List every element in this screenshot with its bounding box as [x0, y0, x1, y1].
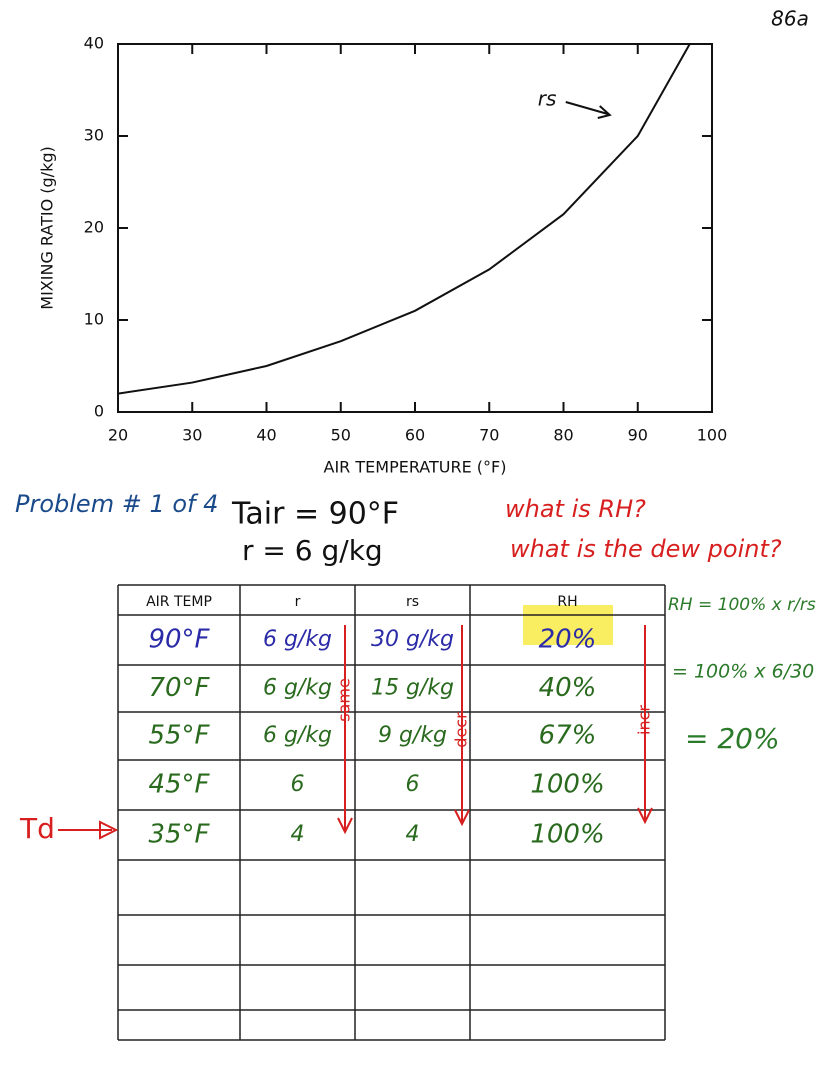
trend-label: decr: [452, 712, 471, 748]
page-number: 86a: [771, 7, 809, 31]
y-axis-title: MIXING RATIO (g/kg): [38, 146, 57, 309]
arrow-head: [99, 820, 119, 840]
table-cell: 67%: [539, 721, 597, 751]
x-tick-label: 40: [256, 426, 276, 445]
table-cell: 6: [291, 772, 305, 797]
x-tick-label: 100: [697, 426, 728, 445]
question: what is the dew point?: [510, 535, 782, 563]
x-tick-label: 80: [553, 426, 573, 445]
given: Tair = 90°F: [231, 497, 399, 532]
table-header: RH: [557, 594, 577, 610]
table-cell: 100%: [530, 770, 604, 800]
dew-point-marker: Td: [19, 812, 55, 845]
table-cell: 70°F: [148, 673, 210, 703]
table-cell: 6 g/kg: [263, 723, 332, 748]
table-cell: 55°F: [148, 721, 210, 751]
work-line: RH = 100% x r/rs: [668, 595, 816, 615]
line: [117, 43, 691, 395]
label-arrow: [565, 101, 612, 119]
trend-label: incr: [635, 705, 654, 735]
x-tick-label: 30: [182, 426, 202, 445]
x-tick-label: 70: [479, 426, 499, 445]
table-cell: 4: [291, 822, 305, 847]
y-tick-label: 0: [94, 402, 104, 421]
work-line: = 100% x 6/30: [672, 661, 814, 683]
y-tick-label: 40: [84, 34, 104, 53]
plot-frame: [117, 43, 713, 413]
table-header: rs: [406, 594, 419, 610]
table-cell: 30 g/kg: [371, 627, 454, 652]
x-tick-label: 60: [405, 426, 425, 445]
highlight: [523, 605, 613, 645]
problem-title: Problem # 1 of 4: [15, 490, 218, 518]
y-tick-label: 20: [84, 218, 104, 237]
table-cell: 9 g/kg: [378, 723, 447, 748]
x-tick-label: 50: [331, 426, 351, 445]
table-cell: 40%: [539, 673, 597, 703]
table-cell: 6 g/kg: [263, 627, 332, 652]
table-cell: 6: [406, 772, 420, 797]
trend-label: same: [335, 678, 354, 722]
y-tick-label: 30: [84, 126, 104, 145]
table-cell: 45°F: [148, 770, 210, 800]
work-line: = 20%: [685, 722, 780, 755]
series-label: rs: [538, 87, 557, 111]
given: r = 6 g/kg: [242, 534, 383, 567]
table-cell: 100%: [530, 820, 604, 850]
arrow-head: [337, 817, 353, 835]
table-header: r: [295, 594, 301, 610]
table-cell: 35°F: [148, 820, 210, 850]
x-axis-title: AIR TEMPERATURE (°F): [324, 458, 507, 477]
table-cell: 20%: [539, 625, 597, 655]
arrow-head: [454, 809, 470, 827]
table-cell: 90°F: [148, 625, 210, 655]
table-header: AIR TEMP: [146, 594, 212, 610]
question: what is RH?: [505, 495, 646, 523]
table-cell: 4: [406, 822, 420, 847]
table-cell: 15 g/kg: [371, 676, 454, 701]
x-tick-label: 90: [628, 426, 648, 445]
table-cell: 6 g/kg: [263, 676, 332, 701]
arrow-head: [637, 807, 653, 825]
y-tick-label: 10: [84, 310, 104, 329]
x-tick-label: 20: [108, 426, 128, 445]
